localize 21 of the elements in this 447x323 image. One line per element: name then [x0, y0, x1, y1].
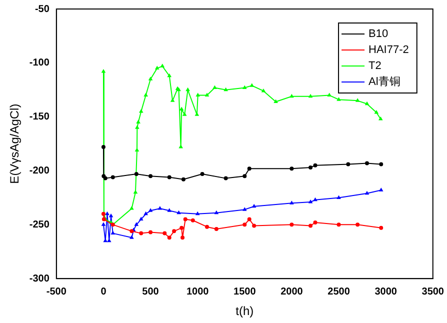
- legend-label: Al青铜: [368, 75, 400, 88]
- y-tick-label: -300: [29, 273, 50, 284]
- x-axis-title: t(h): [236, 304, 254, 318]
- x-tick-label: 2500: [328, 286, 350, 298]
- x-tick-label: 1500: [234, 286, 256, 298]
- x-tick-label: 500: [142, 286, 160, 298]
- y-tick-label: -200: [29, 166, 50, 177]
- y-axis-title: E(VγsAg/AgCl): [8, 104, 22, 184]
- x-tick-label: 0: [100, 286, 107, 298]
- x-tick-label: 3500: [422, 286, 444, 298]
- legend-label: B10: [368, 28, 388, 40]
- x-tick-label: 3000: [374, 286, 398, 298]
- x-tick-label: -500: [46, 286, 67, 298]
- legend-label: T2: [368, 60, 382, 72]
- y-tick-label: -150: [29, 112, 50, 123]
- x-tick-label: 1000: [186, 286, 210, 298]
- y-tick-label: -50: [34, 4, 50, 15]
- y-tick-label: -250: [29, 219, 50, 230]
- legend-label: HAI77-2: [368, 44, 409, 56]
- x-tick-label: 2000: [280, 286, 304, 298]
- y-tick-label: -100: [29, 58, 50, 69]
